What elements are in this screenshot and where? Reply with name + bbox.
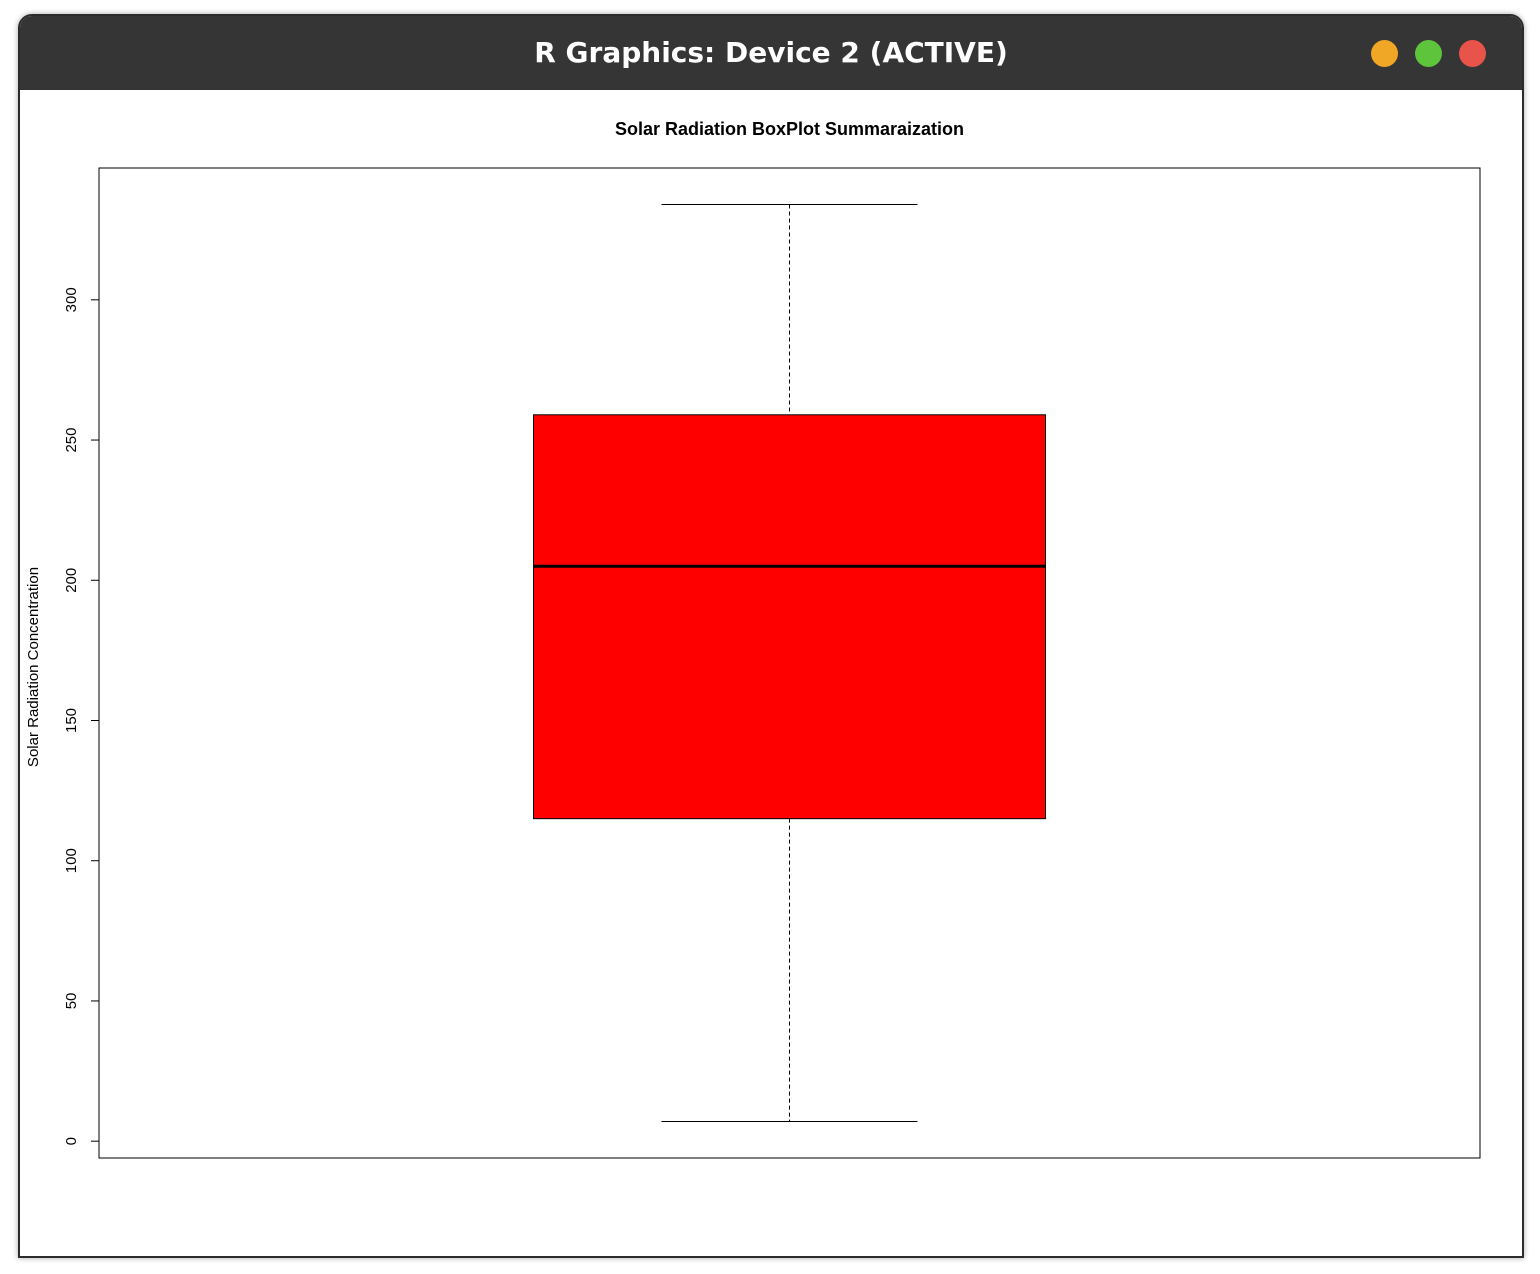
plot-area: Solar Radiation BoxPlot Summaraization 0 5… (20, 90, 1522, 1256)
y-tick-label: 50 (63, 993, 80, 1010)
y-tick-label: 100 (63, 848, 80, 873)
maximize-button[interactable] (1415, 40, 1442, 67)
close-button[interactable] (1459, 40, 1486, 67)
y-tick-label: 150 (63, 708, 80, 733)
chart-title: Solar Radiation BoxPlot Summaraization (615, 119, 964, 139)
r-graphics-window: R Graphics: Device 2 (ACTIVE) Solar Radi… (18, 14, 1524, 1258)
title-bar[interactable]: R Graphics: Device 2 (ACTIVE) (20, 16, 1522, 90)
minimize-button[interactable] (1371, 40, 1398, 67)
window-title: R Graphics: Device 2 (ACTIVE) (534, 36, 1008, 69)
y-tick-label: 200 (63, 568, 80, 593)
y-tick-label: 250 (63, 428, 80, 453)
boxplot-chart: Solar Radiation BoxPlot Summaraization 0 5… (25, 119, 1481, 1159)
box-iqr (533, 414, 1046, 820)
y-tick-label: 300 (63, 287, 80, 312)
y-tick-label: 0 (63, 1137, 80, 1145)
y-axis-label: Solar Radiation Concentration (25, 567, 42, 767)
